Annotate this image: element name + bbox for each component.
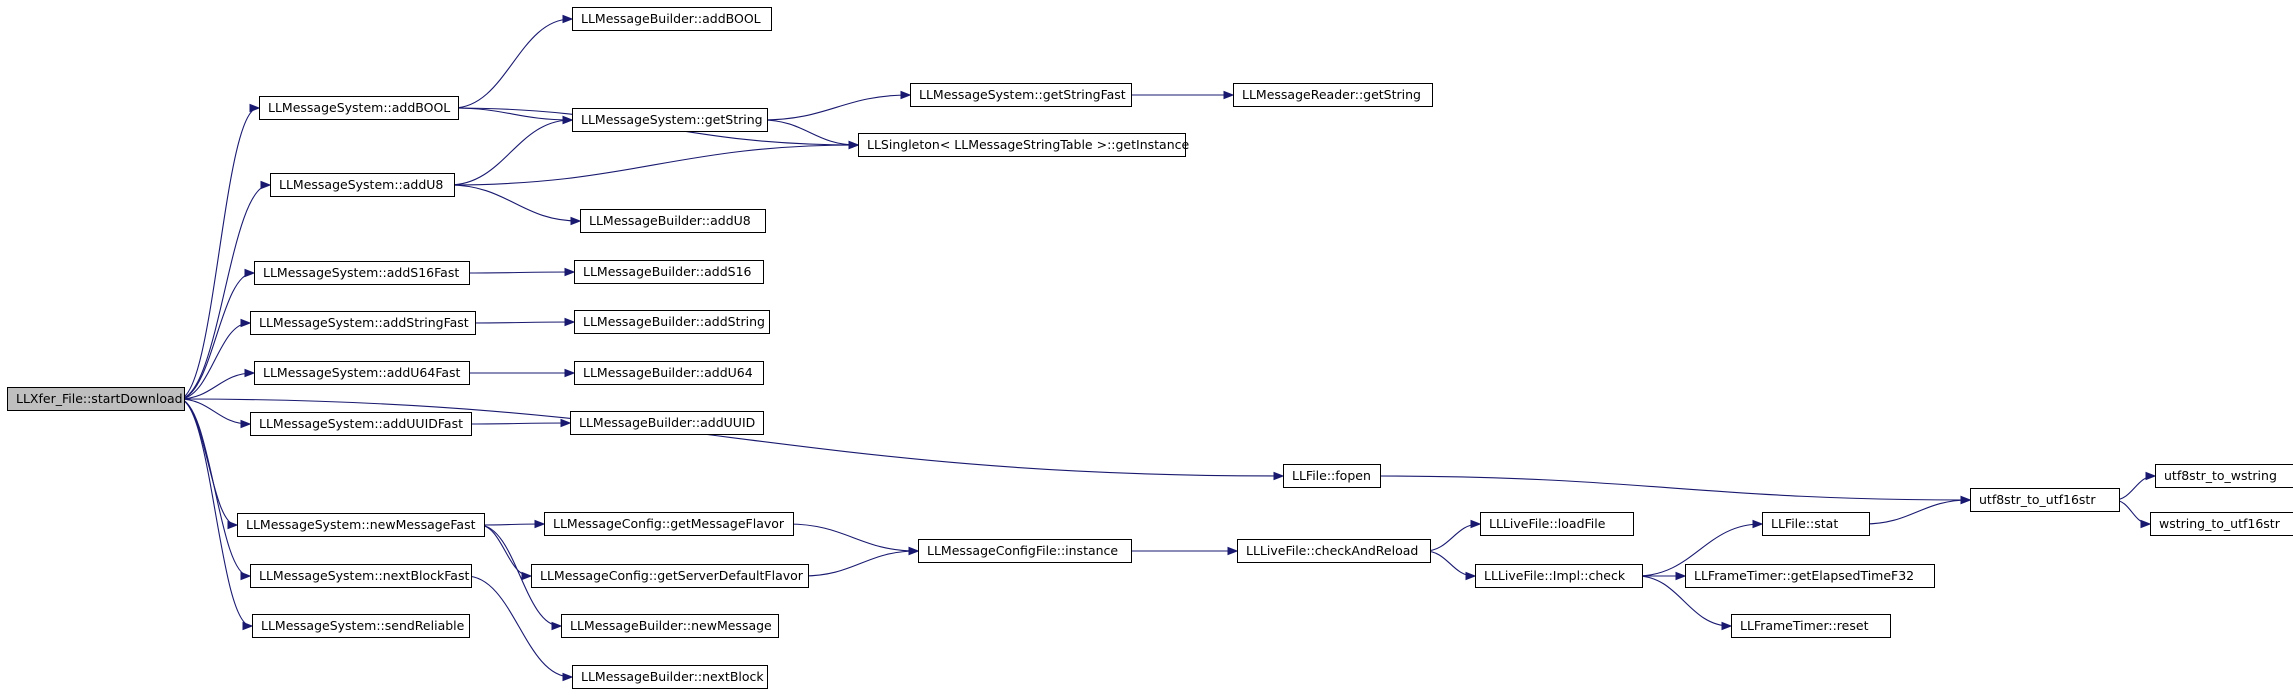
edge-root-to-ms-send-reliable — [178, 398, 254, 631]
edge-mcf-instance-to-lf-check-and-reload — [1126, 546, 1239, 556]
edge-ms-add-u8-to-mb-add-u8 — [448, 184, 582, 226]
edge-ms-add-u8-to-singleton — [448, 140, 860, 186]
node-mb-add-s16[interactable]: LLMessageBuilder::addS16 — [574, 260, 764, 284]
node-file-fopen[interactable]: LLFile::fopen — [1283, 464, 1381, 488]
node-ms-add-string-fast[interactable]: LLMessageSystem::addStringFast — [250, 311, 476, 335]
edge-ms-new-message-fast-to-mc-get-server-default-flavor — [478, 524, 533, 581]
edge-ms-add-u8-to-ms-get-string — [448, 115, 574, 186]
edge-ms-add-s16-fast-to-mb-add-s16 — [463, 267, 576, 277]
node-mb-new-message[interactable]: LLMessageBuilder::newMessage — [561, 614, 779, 638]
edge-utf8-to-utf16-to-utf8-to-wstring — [2113, 471, 2157, 501]
node-ms-get-string[interactable]: LLMessageSystem::getString — [572, 108, 768, 132]
edge-root-to-ms-add-u8 — [178, 180, 272, 400]
node-mb-add-uuid[interactable]: LLMessageBuilder::addUUID — [570, 411, 764, 435]
edge-mc-get-message-flavor-to-mcf-instance — [787, 523, 920, 556]
node-mb-next-block[interactable]: LLMessageBuilder::nextBlock — [572, 665, 768, 689]
edge-root-to-ms-new-message-fast — [178, 398, 239, 530]
edge-ms-new-message-fast-to-mc-get-message-flavor — [478, 519, 546, 529]
edge-root-to-file-fopen — [178, 398, 1285, 481]
node-root: LLXfer_File::startDownload — [7, 387, 185, 411]
node-ms-add-uuidfast[interactable]: LLMessageSystem::addUUIDFast — [250, 412, 472, 436]
edge-root-to-ms-add-uuidfast — [178, 398, 252, 429]
edge-ms-add-string-fast-to-mb-add-string — [469, 317, 576, 327]
node-ms-add-u8[interactable]: LLMessageSystem::addU8 — [270, 173, 455, 197]
edge-root-to-ms-add-s16-fast — [178, 268, 256, 400]
node-ft-get-elapsed[interactable]: LLFrameTimer::getElapsedTimeF32 — [1685, 564, 1935, 588]
edge-lf-check-and-reload-to-lf-load-file — [1424, 519, 1482, 552]
node-wstring-to-utf16[interactable]: wstring_to_utf16str — [2150, 512, 2293, 536]
edge-root-to-ms-next-block-fast — [178, 398, 252, 581]
node-file-stat[interactable]: LLFile::stat — [1762, 512, 1870, 536]
node-ms-add-s16-fast[interactable]: LLMessageSystem::addS16Fast — [254, 261, 470, 285]
edge-lf-impl-check-to-ft-reset — [1636, 575, 1733, 631]
node-ms-add-u64-fast[interactable]: LLMessageSystem::addU64Fast — [254, 361, 470, 385]
node-singleton[interactable]: LLSingleton< LLMessageStringTable >::get… — [858, 133, 1189, 157]
node-lf-load-file[interactable]: LLLiveFile::loadFile — [1480, 512, 1634, 536]
node-mb-add-u64[interactable]: LLMessageBuilder::addU64 — [574, 361, 764, 385]
node-mb-add-u8[interactable]: LLMessageBuilder::addU8 — [580, 209, 766, 233]
node-utf8-to-wstring[interactable]: utf8str_to_wstring — [2155, 464, 2293, 488]
node-mcf-instance[interactable]: LLMessageConfigFile::instance — [918, 539, 1132, 563]
edge-root-to-ms-add-bool — [178, 103, 261, 400]
node-mr-get-string[interactable]: LLMessageReader::getString — [1233, 83, 1433, 107]
edge-root-to-ms-add-u64-fast — [178, 368, 256, 400]
edge-ms-new-message-fast-to-mb-new-message — [478, 524, 563, 631]
node-ms-send-reliable[interactable]: LLMessageSystem::sendReliable — [252, 614, 470, 638]
node-lf-check-and-reload[interactable]: LLLiveFile::checkAndReload — [1237, 539, 1431, 563]
edge-root-to-ms-add-string-fast — [178, 318, 252, 400]
node-ft-reset[interactable]: LLFrameTimer::reset — [1731, 614, 1891, 638]
node-mb-add-bool[interactable]: LLMessageBuilder::addBOOL — [572, 7, 772, 31]
edge-ms-next-block-fast-to-mb-next-block — [465, 575, 574, 682]
node-utf8-to-utf16[interactable]: utf8str_to_utf16str — [1970, 488, 2120, 512]
node-mc-get-server-default-flavor[interactable]: LLMessageConfig::getServerDefaultFlavor — [531, 564, 809, 588]
edge-file-fopen-to-utf8-to-utf16 — [1374, 475, 1972, 505]
node-ms-add-bool[interactable]: LLMessageSystem::addBOOL — [259, 96, 459, 120]
edge-mc-get-server-default-flavor-to-mcf-instance — [802, 546, 920, 577]
edge-ms-add-uuidfast-to-mb-add-uuid — [465, 418, 572, 428]
edge-lf-impl-check-to-file-stat — [1636, 519, 1764, 577]
node-ms-new-message-fast[interactable]: LLMessageSystem::newMessageFast — [237, 513, 485, 537]
edge-ms-add-bool-to-mb-add-bool — [452, 14, 574, 109]
edge-ms-add-bool-to-ms-get-string — [452, 107, 574, 125]
edge-file-stat-to-utf8-to-utf16 — [1863, 495, 1972, 525]
edge-lf-check-and-reload-to-lf-impl-check — [1424, 550, 1477, 581]
node-mb-add-string[interactable]: LLMessageBuilder::addString — [574, 310, 770, 334]
node-lf-impl-check[interactable]: LLLiveFile::Impl::check — [1475, 564, 1643, 588]
node-mc-get-message-flavor[interactable]: LLMessageConfig::getMessageFlavor — [544, 512, 794, 536]
edge-ms-get-string-to-ms-get-string-fast — [761, 90, 912, 121]
edge-ms-get-string-fast-to-mr-get-string — [1126, 90, 1235, 100]
node-ms-get-string-fast[interactable]: LLMessageSystem::getStringFast — [910, 83, 1132, 107]
edge-ms-add-u64-fast-to-mb-add-u64 — [464, 368, 576, 378]
node-ms-next-block-fast[interactable]: LLMessageSystem::nextBlockFast — [250, 564, 472, 588]
